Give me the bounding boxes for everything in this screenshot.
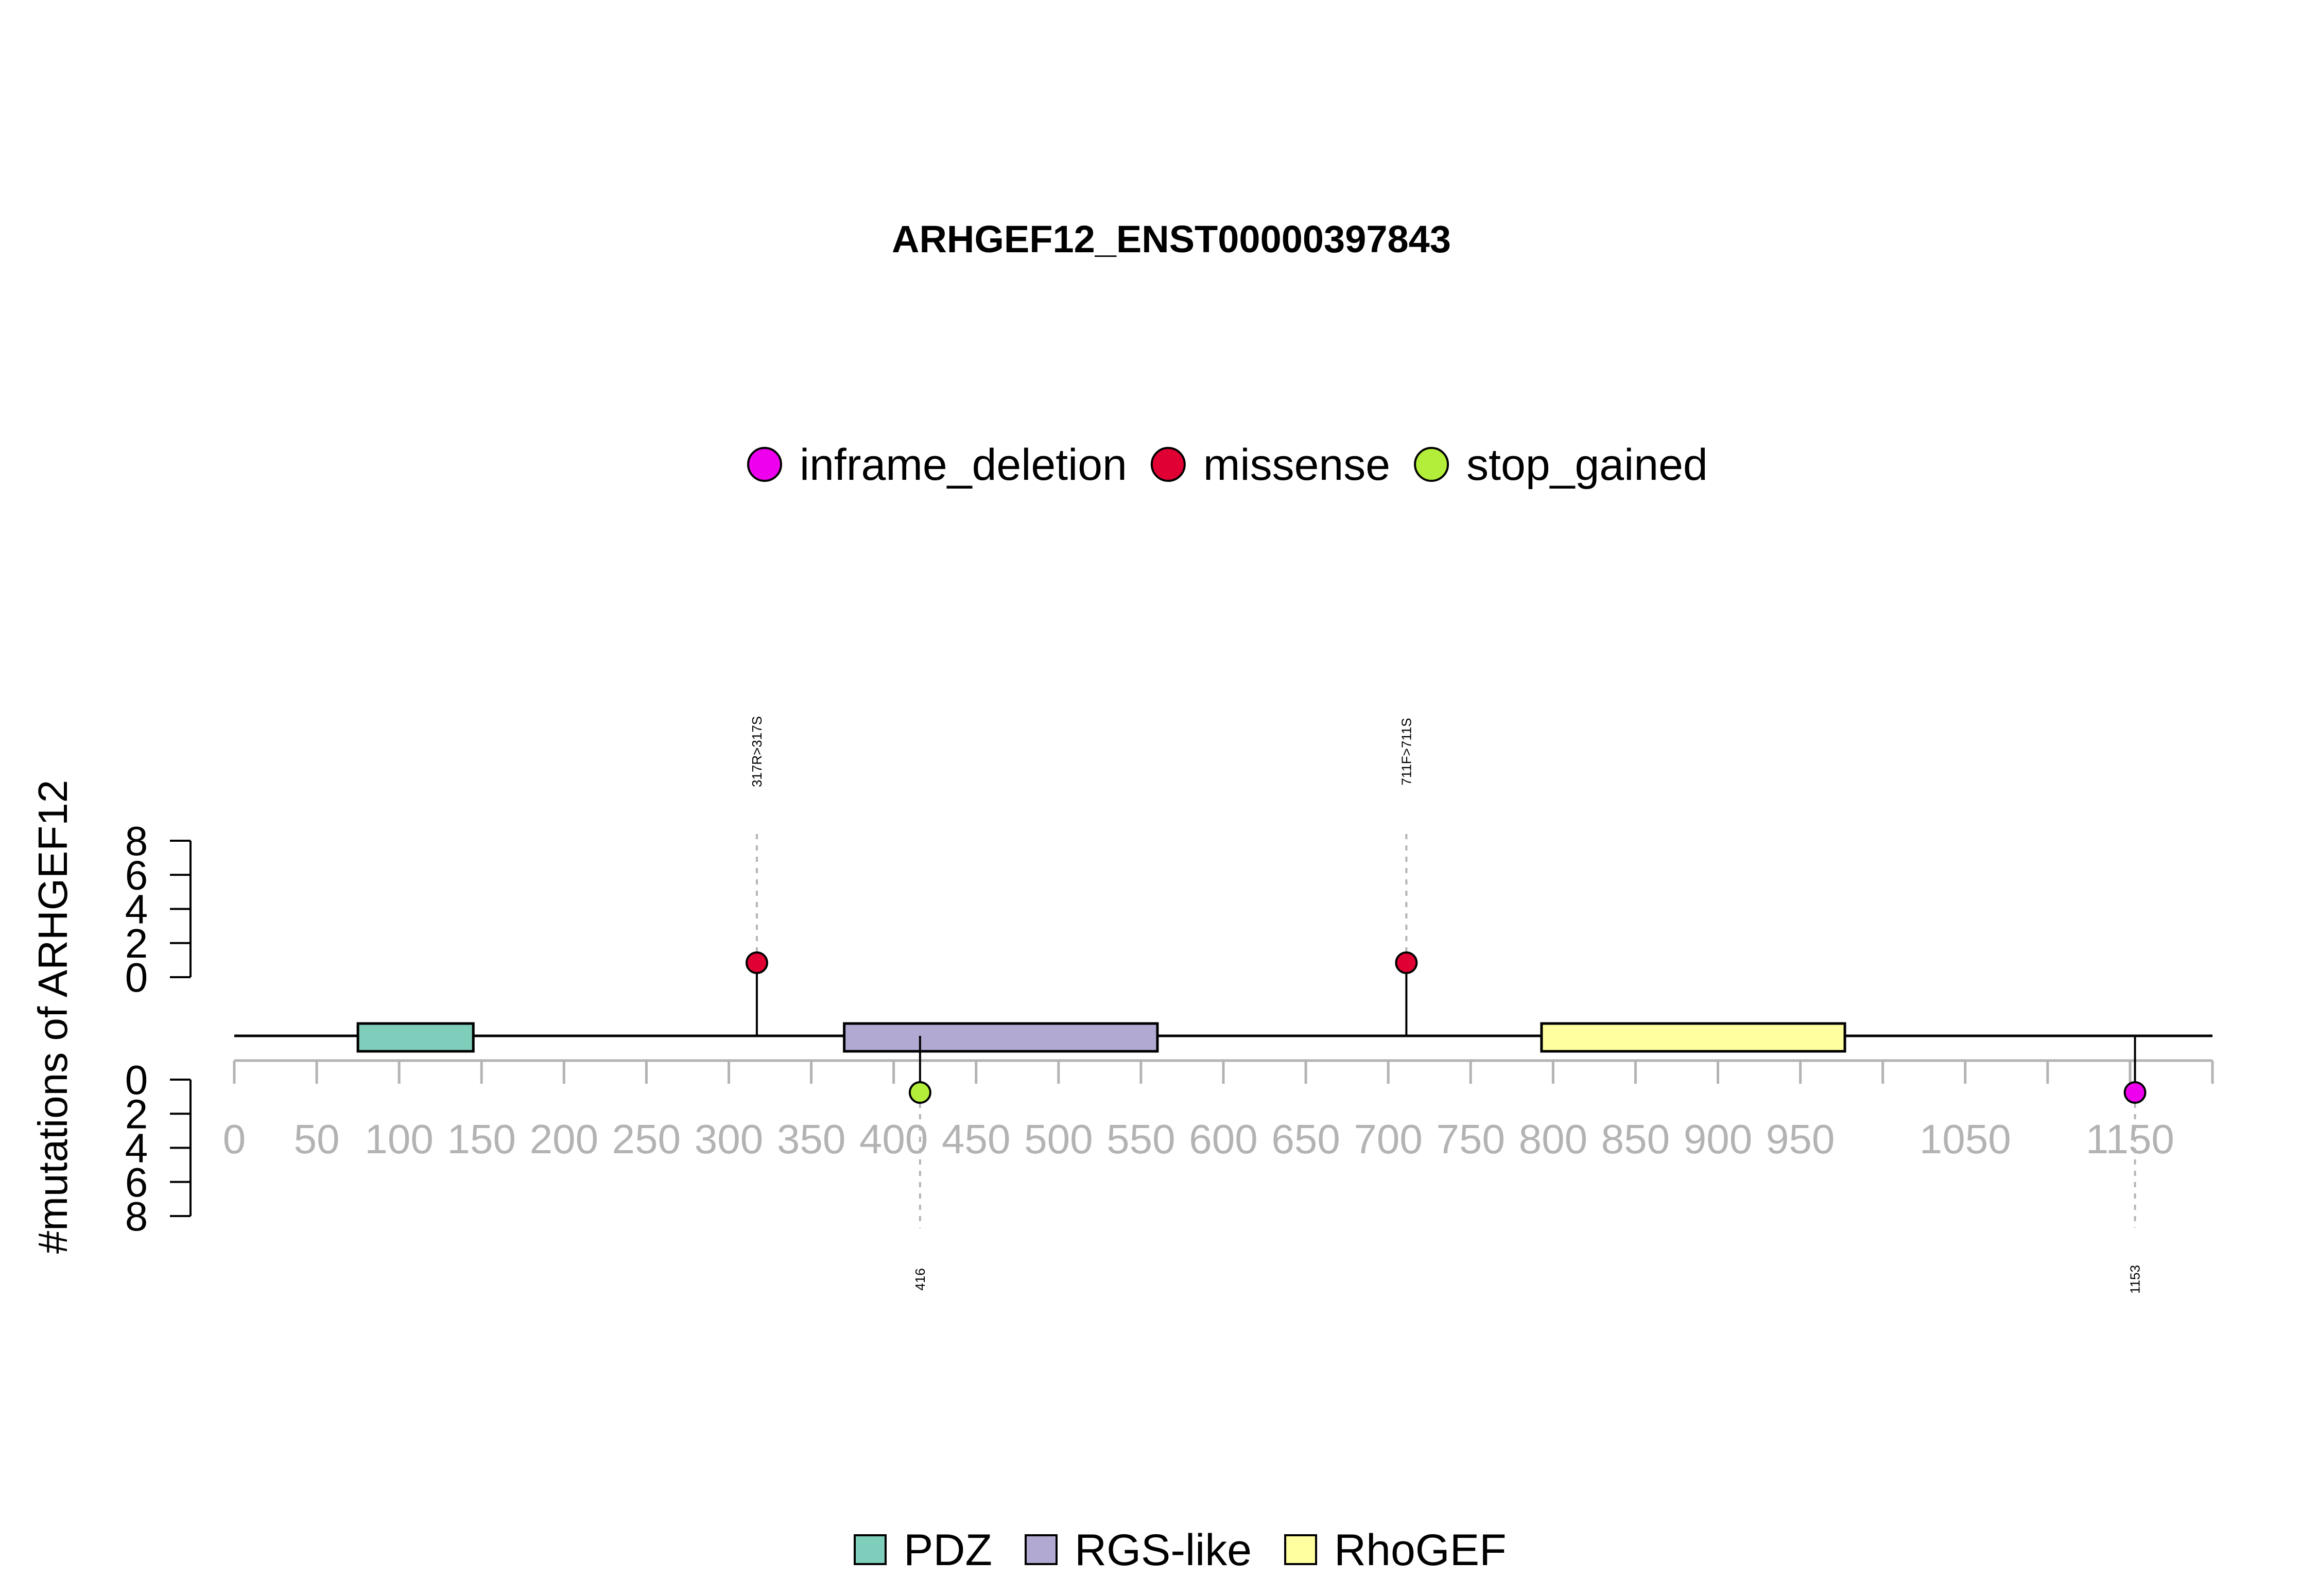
y-tick-label-bottom: 4 xyxy=(125,1125,148,1171)
y-tick-label-top: 6 xyxy=(125,852,148,898)
x-tick-label: 350 xyxy=(777,1116,845,1162)
y-tick-label-bottom: 8 xyxy=(125,1193,148,1239)
x-tick-label: 650 xyxy=(1271,1116,1340,1162)
mutation-label: 711F>711S xyxy=(1398,718,1414,785)
x-tick-label: 800 xyxy=(1519,1116,1587,1162)
domain-RhoGEF xyxy=(1540,1022,1846,1053)
mutation-label: 416 xyxy=(912,1268,928,1290)
legend-label-PDZ: PDZ xyxy=(904,1525,992,1575)
x-tick-label: 0 xyxy=(223,1116,246,1162)
mutation-label: 317R>317S xyxy=(749,716,765,787)
y-axis-label: #mutations of ARHGEF12 xyxy=(30,780,76,1254)
domain-PDZ xyxy=(356,1022,475,1053)
y-tick-label-top: 0 xyxy=(125,955,148,1000)
y-tick-label-bottom: 6 xyxy=(125,1159,148,1205)
x-tick-label: 850 xyxy=(1601,1116,1670,1162)
y-tick-label-top: 8 xyxy=(125,818,148,864)
domain-legend: PDZ RGS-like RhoGEF xyxy=(854,1525,1507,1575)
mutation-point-inframe_deletion xyxy=(2123,1081,2147,1104)
x-tick-label: 1050 xyxy=(1920,1116,2011,1162)
mutation-point-missense xyxy=(1395,951,1418,974)
legend-label-stop_gained: stop_gained xyxy=(1466,440,1708,490)
legend-label-RhoGEF: RhoGEF xyxy=(1334,1525,1507,1575)
x-tick-label: 100 xyxy=(365,1116,433,1162)
x-tick-label: 900 xyxy=(1684,1116,1752,1162)
x-tick-label: 200 xyxy=(530,1116,598,1162)
legend-swatch-RGS-like xyxy=(1025,1534,1058,1565)
x-tick-label: 500 xyxy=(1024,1116,1093,1162)
y-tick-label-top: 4 xyxy=(125,887,148,932)
legend-marker-inframe_deletion xyxy=(747,447,782,482)
x-tick-label: 250 xyxy=(612,1116,681,1162)
x-tick-label: 750 xyxy=(1437,1116,1505,1162)
x-tick-label: 950 xyxy=(1766,1116,1835,1162)
legend-label-inframe_deletion: inframe_deletion xyxy=(800,440,1127,490)
legend-swatch-PDZ xyxy=(854,1534,887,1565)
x-tick-label: 50 xyxy=(294,1116,340,1162)
x-tick-label: 550 xyxy=(1106,1116,1175,1162)
legend-label-missense: missense xyxy=(1203,440,1390,490)
mutation-point-missense xyxy=(745,951,768,974)
mutation-legend: inframe_deletion missense stop_gained xyxy=(747,440,1708,490)
mutation-lollipops: 317R>317S 711F>711S 416 1153 xyxy=(745,716,2147,1294)
y-tick-label-bottom: 0 xyxy=(125,1057,148,1103)
y-tick-label-bottom: 2 xyxy=(125,1091,148,1137)
x-tick-label: 600 xyxy=(1189,1116,1257,1162)
x-tick-label: 150 xyxy=(447,1116,516,1162)
mutation-point-stop_gained xyxy=(908,1081,931,1104)
x-axis: 0 50 100 150 200 250 300 350 400 450 500 550 600 650 7… xyxy=(223,1059,2214,1162)
protein-track xyxy=(234,1022,2212,1053)
legend-label-RGS-like: RGS-like xyxy=(1075,1525,1252,1575)
legend-swatch-RhoGEF xyxy=(1284,1534,1318,1565)
x-tick-label: 400 xyxy=(859,1116,928,1162)
y-tick-label-top: 2 xyxy=(125,921,148,966)
legend-marker-missense xyxy=(1150,447,1186,482)
x-tick-label: 700 xyxy=(1354,1116,1422,1162)
mutation-label: 1153 xyxy=(2128,1265,2143,1294)
x-tick-label: 300 xyxy=(695,1116,763,1162)
x-tick-label: 1150 xyxy=(2086,1116,2174,1162)
x-tick-label: 450 xyxy=(942,1116,1010,1162)
chart-title: ARHGEF12_ENST00000397843 xyxy=(892,218,1451,261)
domain-RGS-like xyxy=(843,1022,1159,1053)
legend-marker-stop_gained xyxy=(1414,447,1449,482)
